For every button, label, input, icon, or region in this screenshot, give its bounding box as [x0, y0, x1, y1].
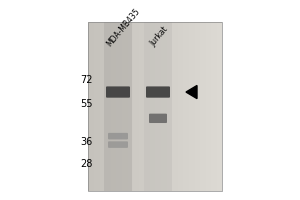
- FancyBboxPatch shape: [108, 141, 128, 148]
- Text: MDA-MB435: MDA-MB435: [105, 6, 142, 48]
- FancyBboxPatch shape: [106, 86, 130, 98]
- Text: 36: 36: [81, 137, 93, 147]
- FancyBboxPatch shape: [149, 114, 167, 123]
- Polygon shape: [186, 85, 197, 99]
- FancyBboxPatch shape: [146, 86, 170, 98]
- Text: 55: 55: [80, 99, 93, 109]
- Text: Jurkat: Jurkat: [148, 25, 170, 48]
- Text: 72: 72: [80, 75, 93, 85]
- Text: 28: 28: [81, 159, 93, 169]
- Bar: [88, 22, 222, 191]
- FancyBboxPatch shape: [108, 133, 128, 139]
